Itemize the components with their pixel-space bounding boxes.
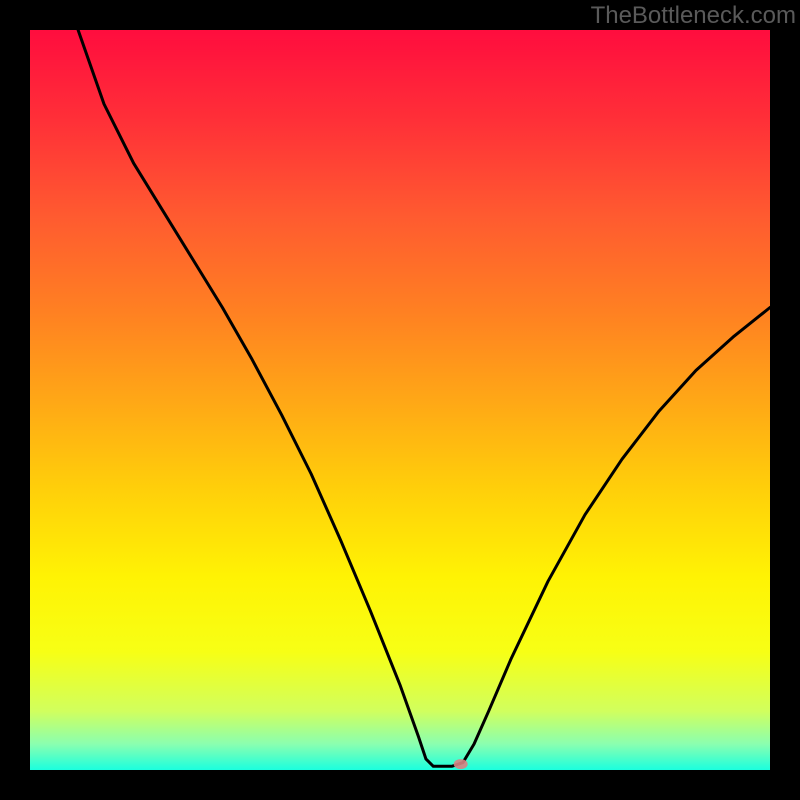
bottleneck-marker bbox=[454, 759, 468, 769]
plot-area bbox=[30, 30, 770, 770]
watermark-text: TheBottleneck.com bbox=[591, 2, 796, 30]
chart-svg bbox=[30, 30, 770, 770]
gradient-background bbox=[30, 30, 770, 770]
